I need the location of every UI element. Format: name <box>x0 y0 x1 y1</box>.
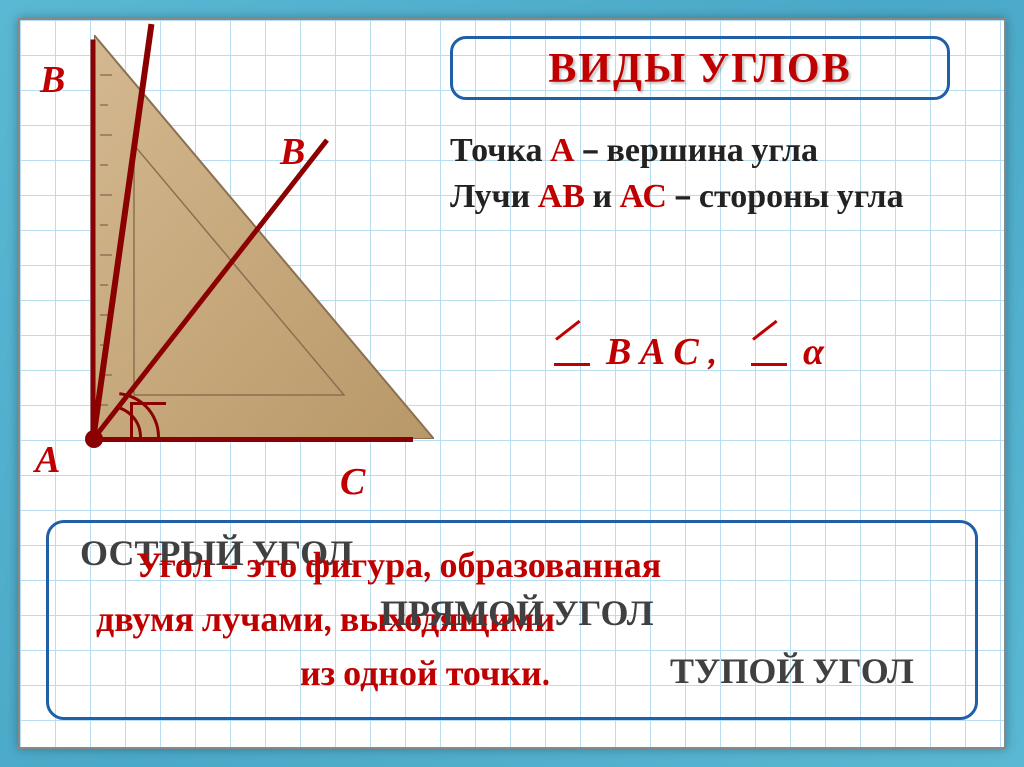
def-part1: Угол – это фигура, образованная <box>136 545 661 586</box>
ray-vertical <box>91 40 96 440</box>
slide-frame: ВИДЫ УГЛОВ Точка А – вершина угла Лучи А… <box>0 0 1024 767</box>
notation-alpha: α <box>803 330 824 374</box>
text-point: Точка <box>450 130 550 170</box>
page-title: ВИДЫ УГЛОВ <box>548 44 851 93</box>
slide-panel: ВИДЫ УГЛОВ Точка А – вершина угла Лучи А… <box>18 18 1006 749</box>
angle-notation: В А С , α <box>550 330 824 374</box>
rays-text-line: Лучи АВ и АС – стороны угла <box>450 175 990 218</box>
ray-AC <box>93 437 413 442</box>
vertex-point <box>85 430 103 448</box>
text-vertex-rest: – вершина угла <box>575 130 818 170</box>
angle-symbol-icon <box>550 336 592 368</box>
text-and: и <box>585 176 620 216</box>
right-angle-label: ПРЯМОЙ УГОЛ <box>380 592 654 634</box>
text-rays: Лучи <box>450 176 538 216</box>
notation-comma: , <box>709 330 717 374</box>
text-AC: АС <box>620 176 667 216</box>
angle-symbol-icon <box>747 336 789 368</box>
angle-diagram: А В В С α <box>30 30 450 510</box>
triangle-ruler-icon <box>94 35 434 439</box>
vertex-text-line: Точка А – вершина угла <box>450 130 818 170</box>
label-C: С <box>340 460 365 504</box>
notation-bac: В А С <box>606 330 699 374</box>
text-A: А <box>550 130 575 170</box>
definition-line3: из одной точки. <box>300 652 550 694</box>
obtuse-angle-label: ТУПОЙ УГОЛ <box>670 650 914 692</box>
text-sides-rest: – стороны угла <box>667 176 904 216</box>
text-AB: АВ <box>538 176 585 216</box>
label-B-upper: В <box>40 58 65 102</box>
title-container: ВИДЫ УГЛОВ <box>450 36 950 100</box>
definition-line1: Угол – это фигура, образованная <box>136 544 661 586</box>
label-A: А <box>35 438 60 482</box>
